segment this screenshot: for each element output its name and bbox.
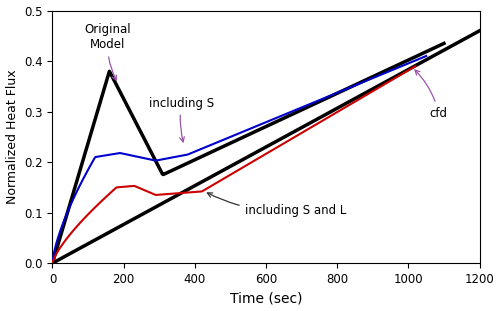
Y-axis label: Normalized Heat Flux: Normalized Heat Flux bbox=[6, 70, 18, 204]
Text: cfd: cfd bbox=[415, 70, 448, 120]
X-axis label: Time (sec): Time (sec) bbox=[230, 291, 302, 305]
Text: Original
Model: Original Model bbox=[84, 23, 131, 80]
Text: including S and L: including S and L bbox=[208, 193, 346, 217]
Text: including S: including S bbox=[148, 96, 214, 142]
